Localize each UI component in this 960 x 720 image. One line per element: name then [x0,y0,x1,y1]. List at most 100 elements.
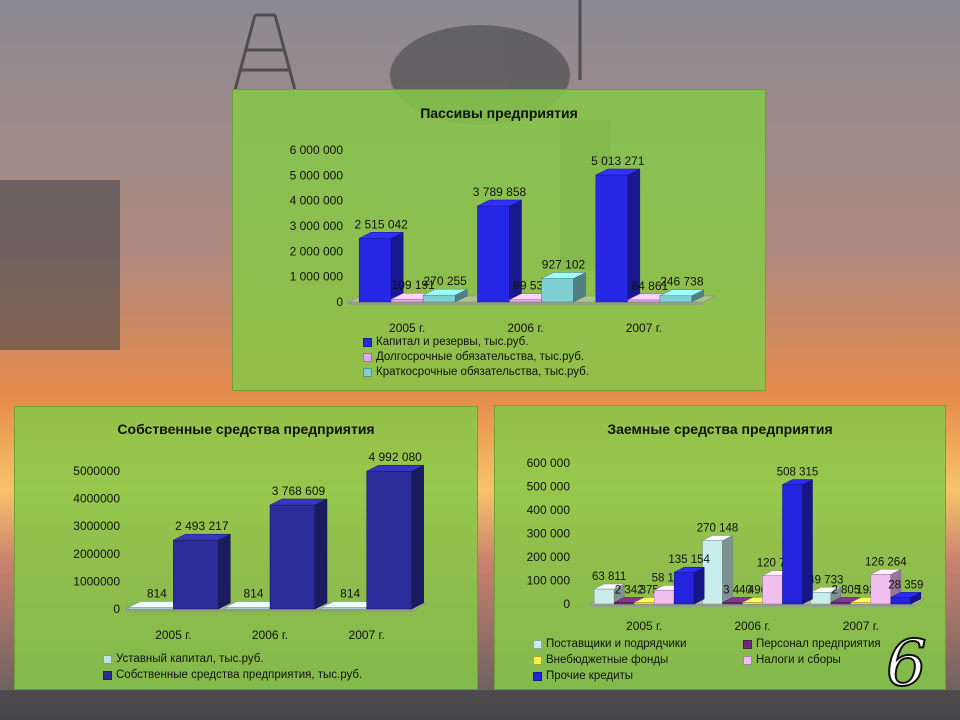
data-label: 109 191 [391,278,435,292]
bar-top [359,232,404,239]
legend-item: Долгосрочные обязательства, тыс.руб. [363,351,584,363]
legend-label: Прочие кредиты [546,670,634,682]
data-label: 927 102 [542,258,586,272]
bar-front [358,238,392,303]
bar-top [594,583,625,590]
chart-panel-own-funds: Собственные средства предприятия 0 100000… [14,406,478,690]
data-label: 126 264 [865,556,907,568]
bar-side [802,479,813,605]
legend-swatch [363,337,372,347]
chart-liabilities: 0 1 000 000 2 000 000 3 000 000 4 000 000 5 0… [290,143,716,335]
bar-top [173,533,231,541]
legend-swatch [363,352,372,362]
legend-swatch [533,655,542,665]
x-tick-label: 2006 г. [252,628,288,642]
bar [890,591,922,605]
x-tick-label: 2007 г. [349,628,385,642]
y-tick-label: 0 [563,597,570,611]
bar-front [810,592,832,605]
legend-item: Собственные средства предприятия, тыс.ру… [103,669,362,681]
data-label: 63 811 [592,571,626,583]
data-label: 2 515 042 [354,217,408,231]
chart-panel-liabilities: Пассивы предприятия 0 1 000 000 2 000 000 3… [232,89,766,391]
data-label: 508 315 [777,467,819,479]
bar [358,231,404,303]
legend-label: Долгосрочные обязательства, тыс.руб. [376,351,585,363]
legend-swatch [743,655,752,665]
x-tick-label: 2005 г. [155,628,191,642]
bar-side [411,464,424,610]
data-label: 89 532 [513,279,550,293]
x-tick-label: 2007 г. [626,321,662,335]
chart-legend: Поставщики и подрядчики Персонал предпри… [533,638,943,688]
bar-front [477,205,510,303]
y-tick-label: 0 [336,295,343,309]
y-tick-label: 500 000 [527,480,571,494]
bar-front [509,299,542,303]
bar-front [269,504,316,610]
legend-swatch [103,654,112,664]
legend-label: Персонал предприятия [756,638,881,650]
y-tick-label: 2 000 000 [290,244,344,258]
y-tick-label: 3 000 000 [290,219,344,233]
bar-front [627,299,661,303]
y-tick-label: 1000000 [73,574,120,588]
bar [702,535,733,605]
bar-front [595,174,629,303]
legend-label: Собственные средства предприятия, тыс.ру… [116,669,363,681]
legend-swatch [103,670,112,680]
bar-side [314,498,328,610]
bar-top [423,288,468,296]
chart-floor-edge [348,302,703,305]
data-label: 2 342 [615,585,644,597]
x-tick-label: 2006 г. [507,321,543,335]
chart-panel-borrowed-funds: Заемные средства предприятия 0 100 000 200… [494,405,946,690]
bar-top [269,498,328,506]
bar-side [218,533,231,610]
bar-front [673,571,695,605]
bar-top [541,272,586,279]
legend-item: Внебюджетные фонды [533,654,668,666]
bar [173,533,231,610]
bar-top [595,168,640,176]
bar-top [674,566,705,573]
legend-item: Поставщики и подрядчики [533,638,686,650]
y-tick-label: 100 000 [527,574,571,588]
data-label: 84 861 [631,279,668,293]
legend-swatch [743,639,752,649]
chart-legend: Уставный капитал, тыс.руб. Собственные с… [103,653,473,687]
chart-title: Пассивы предприятия [420,105,578,121]
y-tick-label: 2000000 [73,547,120,561]
bar-top [702,535,733,541]
bar-top [366,464,424,472]
bar-top [659,289,704,296]
legend-label: Налоги и сборы [756,654,841,666]
y-tick-label: 5000000 [73,464,120,478]
slide-number: 6 [885,627,928,701]
bar-front [702,540,723,605]
chart-floor-edge [125,609,415,612]
y-tick-label: 600 000 [527,456,571,470]
legend-item: Налоги и сборы [743,654,841,666]
data-label: 4 992 080 [368,450,422,464]
y-tick-label: 5 000 000 [290,168,344,182]
bar-front [422,294,456,303]
bar-front [653,590,675,605]
bar-top [810,587,841,593]
chart-title: Заемные средства предприятия [607,421,833,437]
y-tick-label: 3000000 [73,519,120,533]
legend-item: Капитал и резервы, тыс.руб. [363,336,528,348]
bar-front [782,484,803,605]
chart-own-funds: 0 1000000 2000000 3000000 4000000 5000000 2005… [73,450,428,642]
data-label: 2 805 [831,585,860,597]
data-label: 5 013 271 [591,154,645,168]
legend-label: Внебюджетные фонды [546,654,669,666]
bar-top [870,569,901,575]
data-label: 246 738 [660,275,704,289]
chart-legend: Капитал и резервы, тыс.руб. Долгосрочные… [363,336,763,386]
x-tick-label: 2007 г. [843,619,879,633]
legend-swatch [363,367,372,377]
bar [782,479,813,605]
bar-top [477,199,522,207]
bar [269,498,328,610]
